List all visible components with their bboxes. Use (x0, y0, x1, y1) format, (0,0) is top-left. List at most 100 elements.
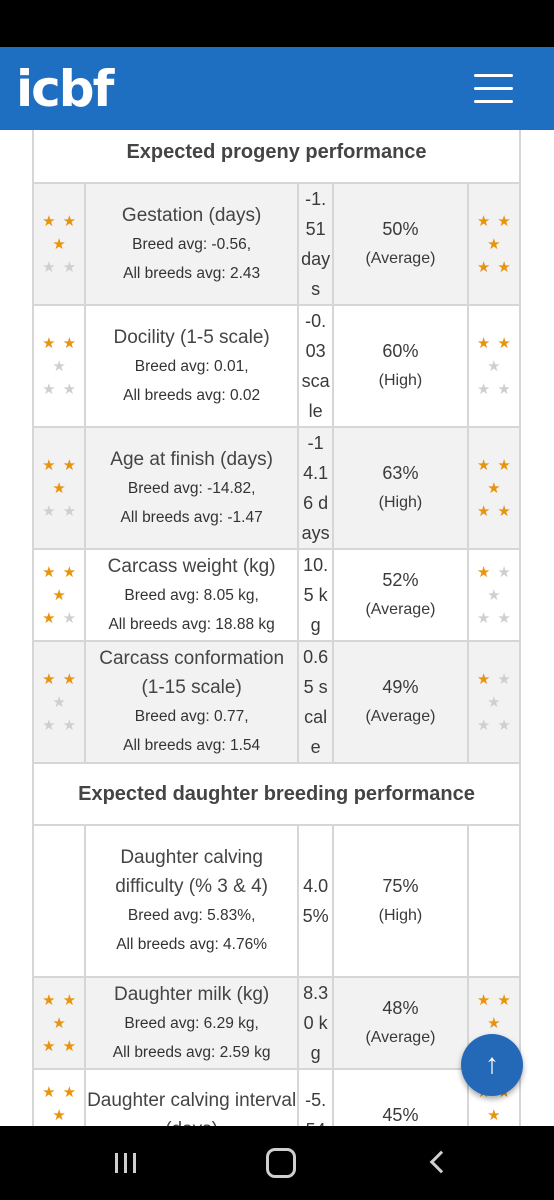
right-stars-cell (466, 824, 522, 978)
reliability-percent: 50% (382, 219, 419, 239)
back-icon[interactable] (428, 1146, 453, 1180)
trait-cell: Docility (1-5 scale) Breed avg: 0.01, All … (84, 304, 300, 428)
trait-name: Docility (1-5 scale) (113, 326, 270, 348)
trait-value: -1.51 days (297, 182, 335, 306)
all-breeds-average: All breeds avg: 0.02 (123, 386, 261, 404)
star-icon: ★ (62, 456, 77, 474)
star-icon: ★ (476, 716, 491, 734)
star-rating-left: ★ ★ ★ ★ ★ (42, 332, 76, 401)
trait-value: -5.54 (297, 1068, 335, 1126)
star-icon: ★ (476, 456, 491, 474)
star-icon: ★ (487, 235, 501, 253)
star-icon: ★ (62, 716, 77, 734)
star-icon: ★ (42, 716, 56, 734)
star-icon: ★ (62, 1083, 77, 1101)
star-icon: ★ (52, 586, 66, 604)
trait-value: -14.16 days (297, 426, 335, 550)
section-title: Expected progeny performance (32, 130, 521, 184)
all-breeds-average: All breeds avg: -1.47 (120, 508, 263, 526)
trait-name: Carcass weight (kg) (107, 555, 276, 577)
right-stars-cell: ★ ★ ★ ★ ★ (466, 182, 522, 306)
star-icon: ★ (497, 609, 511, 627)
star-icon: ★ (476, 609, 491, 627)
right-stars-cell: ★ ★ ★ ★ ★ (466, 426, 522, 550)
star-icon: ★ (476, 334, 491, 352)
reliability-percent: 75% (382, 876, 419, 896)
hamburger-menu-icon[interactable] (474, 74, 513, 104)
page-content[interactable]: Expected progeny performance ★ ★ ★ ★ ★ Gestati… (0, 130, 554, 1126)
left-stars-cell: ★★★★★ (31, 976, 87, 1070)
star-icon: ★ (62, 502, 77, 520)
breed-average: Breed avg: -0.56, (132, 235, 252, 253)
icbf-logo[interactable]: icbf (16, 60, 114, 118)
trait-name: Daughter calving interval (days) (87, 1090, 297, 1126)
trait-row: ★ ★ ★ ★ ★ Gestation (days) Breed avg: -0.56, Al… (31, 182, 522, 306)
reliability-band: (Average) (365, 250, 436, 267)
all-breeds-average: All breeds avg: 4.76% (116, 936, 268, 953)
star-icon: ★ (42, 991, 56, 1009)
trait-value: 8.30 kg (297, 976, 335, 1070)
reliability-cell: 52% (Average) (332, 548, 469, 642)
star-icon: ★ (476, 212, 491, 230)
reliability-band: (Average) (365, 1029, 436, 1046)
star-icon: ★ (42, 212, 56, 230)
reliability-band: (High) (378, 907, 423, 924)
trait-name: Age at finish (days) (110, 448, 273, 470)
left-stars-cell: ★★★★★ (31, 548, 87, 642)
star-icon: ★ (42, 334, 56, 352)
star-icon: ★ (52, 357, 66, 375)
evaluation-table: Expected progeny performance ★ ★ ★ ★ ★ Gestati… (31, 130, 522, 1126)
star-icon: ★ (62, 380, 77, 398)
left-stars-cell: ★★★★★ (31, 304, 87, 428)
star-icon: ★ (42, 670, 56, 688)
all-breeds-average: All breeds avg: 1.54 (123, 737, 261, 754)
star-icon: ★ (42, 1037, 56, 1055)
trait-cell: Daughter milk (kg) Breed avg: 6.29 kg, All… (84, 976, 300, 1070)
breed-average: Breed avg: 0.77, (134, 708, 249, 725)
left-stars-cell: ★★★★★ (31, 1068, 87, 1126)
trait-value: 0.65 scale (297, 640, 335, 764)
star-icon: ★ (62, 609, 77, 627)
left-stars-cell (31, 824, 87, 978)
star-icon: ★ (42, 609, 56, 627)
trait-row: ★★★★★Daughter calving interval (days)-5.… (31, 1068, 522, 1126)
reliability-percent: 63% (382, 463, 419, 483)
trait-name: Carcass conformation (1-15 scale) (99, 648, 285, 698)
star-icon: ★ (497, 991, 511, 1009)
breed-average: Breed avg: 0.01, (134, 357, 249, 375)
app-header: icbf (0, 47, 554, 130)
reliability-percent: 49% (382, 677, 419, 697)
star-icon: ★ (62, 258, 77, 276)
star-icon: ★ (42, 563, 56, 581)
star-icon: ★ (497, 670, 511, 688)
trait-row: Daughter calving difficulty (% 3 & 4) Bre… (31, 824, 522, 978)
star-rating-left: ★ ★ ★ ★ ★ (42, 668, 76, 737)
reliability-cell: 48% (Average) (332, 976, 469, 1070)
star-icon: ★ (487, 1014, 501, 1032)
star-rating-left: ★ ★ ★ ★ ★ (42, 210, 76, 279)
star-icon: ★ (62, 670, 77, 688)
scroll-to-top-button[interactable]: ↑ (461, 1034, 523, 1096)
reliability-band: (Average) (365, 601, 436, 618)
reliability-cell: 60% (High) (332, 304, 469, 428)
star-rating-left: ★ ★ ★ ★ ★ (42, 561, 76, 630)
star-icon: ★ (42, 380, 56, 398)
star-icon: ★ (52, 1106, 66, 1124)
trait-row: ★ ★ ★ ★ ★ Carcass weight (kg) Breed avg: 8.05 … (31, 548, 522, 642)
breed-average: Breed avg: 8.05 kg, (124, 586, 259, 604)
reliability-band: (High) (378, 494, 423, 511)
trait-name: Daughter milk (kg) (114, 983, 270, 1005)
star-icon: ★ (476, 991, 491, 1009)
star-rating-right: ★ ★ ★ ★ ★ (477, 210, 511, 279)
reliability-percent: 52% (382, 570, 419, 590)
trait-row: ★ ★ ★ ★ ★ Age at finish (days) Breed avg: -14.… (31, 426, 522, 550)
reliability-percent: 48% (382, 998, 419, 1018)
recent-apps-icon[interactable] (113, 1146, 139, 1180)
trait-cell: Daughter calving difficulty (% 3 & 4) Bre… (84, 824, 300, 978)
star-icon: ★ (497, 258, 511, 276)
star-rating-left: ★ ★ ★ ★ ★ (42, 989, 76, 1058)
breed-average: Breed avg: 5.83%, (127, 907, 256, 924)
star-icon: ★ (62, 991, 77, 1009)
trait-value: 4.05% (297, 824, 335, 978)
home-icon[interactable] (266, 1148, 296, 1178)
